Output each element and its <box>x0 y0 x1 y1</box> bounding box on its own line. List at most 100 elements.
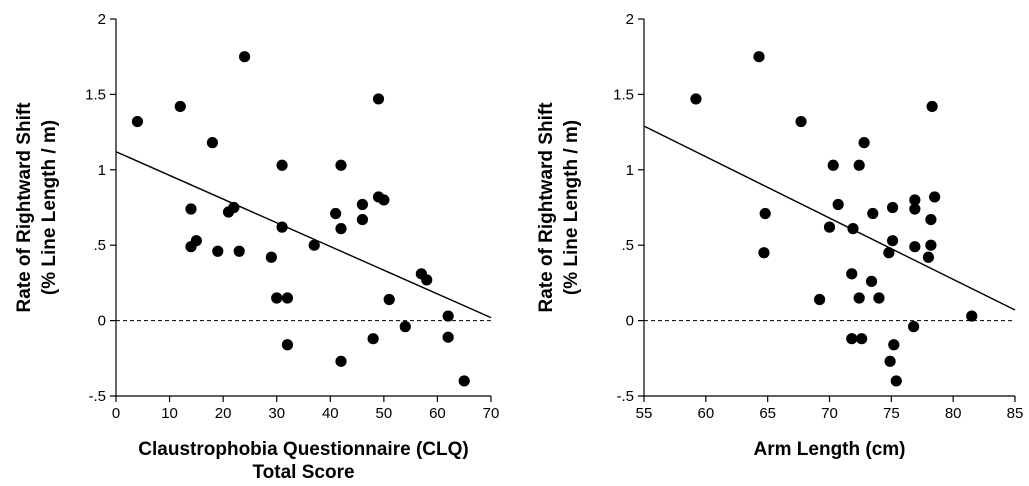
data-point <box>399 321 411 333</box>
data-point <box>886 201 899 214</box>
data-point <box>759 207 771 220</box>
data-point <box>966 310 978 322</box>
data-point <box>442 310 454 322</box>
data-point <box>847 223 859 235</box>
x-tick-label: 60 <box>429 405 446 422</box>
data-point <box>367 333 379 345</box>
y-tick-label: .5 <box>621 237 634 254</box>
y-axis-title: Rate of Rightward Shift <box>14 102 35 313</box>
y-axis-title: Rate of Rightward Shift <box>536 102 557 313</box>
data-point <box>853 159 865 171</box>
data-point <box>926 100 938 113</box>
data-point <box>795 115 807 128</box>
x-tick-label: 75 <box>883 405 900 422</box>
y-axis-title: (% Line Length / m) <box>39 120 60 295</box>
data-point <box>925 239 937 251</box>
x-tick-label: 85 <box>1007 405 1024 422</box>
data-point <box>929 191 941 203</box>
data-point <box>865 275 878 287</box>
data-point <box>458 375 470 387</box>
data-point <box>378 194 390 206</box>
data-point <box>846 333 858 345</box>
x-tick-label: 10 <box>161 405 178 422</box>
y-tick-label: 1.5 <box>85 86 106 103</box>
data-point <box>281 339 294 351</box>
data-point <box>867 207 879 220</box>
data-point <box>758 247 770 259</box>
x-axis-title: Claustrophobia Questionnaire (CLQ) <box>138 439 468 460</box>
data-point <box>823 221 836 233</box>
data-point <box>890 375 902 387</box>
data-point <box>853 292 865 304</box>
data-point <box>238 51 251 63</box>
y-tick-label: 0 <box>626 313 634 330</box>
data-point <box>190 235 202 247</box>
y-tick-label: -.5 <box>88 388 106 405</box>
chart-panel-arm-length: -.5 0 .5 1 1.5 2 55 60 65 70 75 80 85 Arm Length (cm)… <box>536 11 1023 460</box>
data-point <box>233 245 245 257</box>
data-point <box>421 274 433 286</box>
chart-panel-clq: -.50.511.520 10 20 30 40 50 60 70Claustrophobia… <box>14 11 499 483</box>
x-tick-label: 80 <box>945 405 962 422</box>
y-tick-label: 0 <box>98 313 106 330</box>
y-tick-label: 1 <box>98 162 106 179</box>
data-point <box>886 235 899 247</box>
data-point <box>907 321 920 333</box>
x-tick-label: 50 <box>376 405 393 422</box>
data-point <box>281 292 294 304</box>
data-point <box>922 251 935 263</box>
x-tick-label: 0 <box>112 405 120 422</box>
y-tick-label: 2 <box>98 11 106 28</box>
data-point <box>442 331 454 343</box>
x-tick-label: 55 <box>636 405 653 422</box>
data-point <box>372 93 385 105</box>
y-tick-label: 1 <box>626 162 634 179</box>
data-point <box>131 115 144 128</box>
x-axis-title: Total Score <box>252 462 354 483</box>
x-tick-label: 70 <box>821 405 838 422</box>
x-tick-label: 30 <box>268 405 285 422</box>
data-point <box>335 223 347 235</box>
data-point <box>873 292 885 304</box>
x-tick-label: 20 <box>215 405 232 422</box>
y-tick-label: -.5 <box>616 388 634 405</box>
data-point <box>925 213 937 226</box>
data-point <box>909 241 921 253</box>
x-tick-label: 60 <box>697 405 714 422</box>
y-tick-label: 2 <box>626 11 634 28</box>
data-point <box>308 239 320 251</box>
x-tick-label: 40 <box>322 405 339 422</box>
data-point <box>265 251 277 263</box>
y-tick-label: .5 <box>93 237 106 254</box>
data-point <box>753 51 765 63</box>
data-point <box>174 100 186 113</box>
data-point <box>356 213 369 226</box>
data-point <box>271 292 283 304</box>
regression-line <box>115 151 492 319</box>
regression-line <box>643 125 1016 311</box>
x-tick-label: 70 <box>483 405 500 422</box>
data-point <box>206 137 219 149</box>
data-point <box>212 245 224 257</box>
data-point <box>832 198 844 211</box>
data-point <box>228 201 240 214</box>
data-point <box>814 293 826 306</box>
data-point <box>909 203 921 215</box>
y-tick-label: 1.5 <box>613 86 634 103</box>
data-point <box>335 355 347 367</box>
data-point <box>335 159 347 171</box>
x-tick-label: 65 <box>759 405 776 422</box>
x-axis-title: Arm Length (cm) <box>754 439 906 460</box>
data-point <box>856 333 868 345</box>
data-point <box>383 293 395 306</box>
data-point <box>330 207 342 220</box>
data-point <box>356 198 369 211</box>
data-point <box>827 159 839 171</box>
data-point <box>690 93 702 105</box>
data-point <box>276 221 288 233</box>
data-point <box>884 355 896 367</box>
data-point <box>276 159 288 171</box>
data-point <box>185 203 197 215</box>
data-point <box>883 247 895 259</box>
